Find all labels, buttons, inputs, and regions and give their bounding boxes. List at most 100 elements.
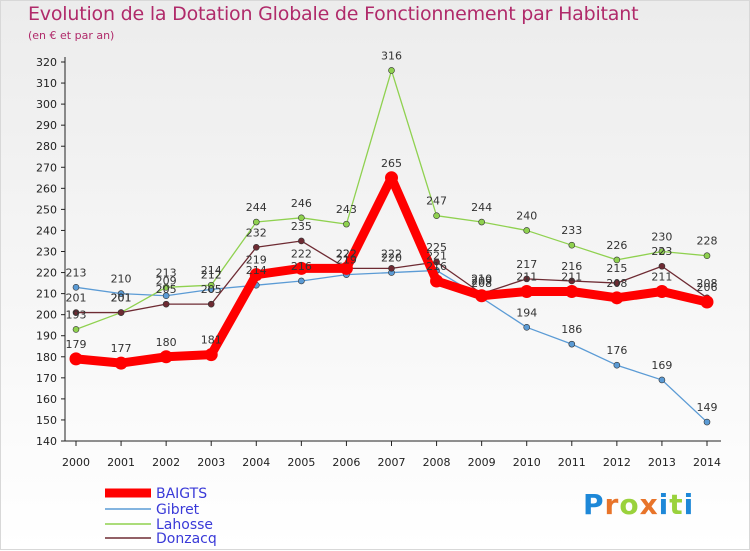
x-tick-label: 2010 <box>513 456 541 469</box>
data-label-gibret: 208 <box>471 277 492 290</box>
data-label-gibret: 213 <box>66 266 87 279</box>
data-point-lahosse <box>478 218 485 226</box>
data-point-lahosse <box>252 218 260 226</box>
y-tick-label: 140 <box>36 435 57 448</box>
data-label-baigts: 222 <box>291 247 312 260</box>
data-label-donzacq: 232 <box>246 226 267 239</box>
y-tick-label: 150 <box>36 414 57 427</box>
data-label-donzacq: 223 <box>651 245 672 258</box>
x-tick-label: 2008 <box>423 456 451 469</box>
data-point-lahosse <box>207 281 215 289</box>
data-point-baigts <box>655 285 669 299</box>
data-point-baigts <box>114 356 128 370</box>
x-tick-label: 2002 <box>152 456 180 469</box>
data-point-baigts <box>475 289 489 303</box>
data-label-lahosse: 230 <box>651 231 672 244</box>
legend-label-baigts: BAIGTS <box>156 486 207 502</box>
data-point-donzacq <box>658 262 666 270</box>
data-label-baigts: 209 <box>471 275 492 288</box>
data-label-lahosse: 226 <box>606 239 627 252</box>
data-label-baigts: 206 <box>697 281 718 294</box>
data-point-donzacq <box>523 275 531 283</box>
data-label-lahosse: 243 <box>336 203 357 216</box>
data-label-gibret: 216 <box>291 260 312 273</box>
data-label-gibret: 149 <box>697 401 718 414</box>
y-tick-label: 240 <box>36 224 57 237</box>
data-point-baigts <box>339 261 353 275</box>
data-label-gibret: 194 <box>516 306 537 319</box>
x-tick-label: 2012 <box>603 456 631 469</box>
legend-label-donzacq: Donzacq <box>156 531 217 547</box>
data-point-lahosse <box>388 67 395 74</box>
data-label-lahosse: 193 <box>66 308 87 321</box>
data-label-gibret: 221 <box>426 249 447 262</box>
data-point-baigts <box>565 285 579 299</box>
data-label-baigts: 211 <box>561 271 582 284</box>
x-tick-label: 2003 <box>197 456 225 469</box>
y-tick-label: 230 <box>36 246 57 259</box>
data-label-lahosse: 316 <box>381 49 402 62</box>
y-tick-label: 280 <box>36 140 57 153</box>
data-point-baigts <box>385 171 398 185</box>
data-point-donzacq <box>72 309 80 316</box>
data-point-lahosse <box>72 326 80 333</box>
x-tick-label: 2009 <box>468 456 496 469</box>
data-label-lahosse: 213 <box>156 266 177 279</box>
x-tick-label: 2006 <box>332 456 360 469</box>
data-point-gibret <box>117 290 125 297</box>
data-point-gibret <box>703 418 711 426</box>
data-point-donzacq <box>613 279 621 287</box>
data-point-baigts <box>520 285 534 299</box>
data-label-baigts: 216 <box>426 260 447 273</box>
data-label-lahosse: 244 <box>471 201 492 214</box>
x-tick-label: 2013 <box>648 456 676 469</box>
y-tick-label: 250 <box>36 203 57 216</box>
y-tick-label: 160 <box>36 393 57 406</box>
data-point-donzacq <box>388 265 395 272</box>
x-tick-label: 2014 <box>693 456 721 469</box>
data-point-gibret <box>613 361 621 369</box>
data-point-donzacq <box>433 258 440 266</box>
data-label-gibret: 209 <box>156 275 177 288</box>
legend-label-lahosse: Lahosse <box>156 517 213 533</box>
data-label-baigts: 181 <box>201 334 222 347</box>
data-label-gibret: 219 <box>336 254 357 267</box>
data-point-lahosse <box>298 214 305 222</box>
y-tick-label: 220 <box>36 267 57 280</box>
data-label-donzacq: 205 <box>156 283 177 296</box>
data-point-lahosse <box>523 227 531 234</box>
data-point-baigts <box>294 261 308 275</box>
data-point-baigts <box>159 350 173 364</box>
data-label-gibret: 220 <box>381 252 402 265</box>
chart-subtitle: (en € et par an) <box>28 29 115 42</box>
data-label-lahosse: 246 <box>291 197 312 210</box>
data-point-gibret <box>298 277 305 285</box>
data-point-donzacq <box>117 309 125 316</box>
data-point-baigts <box>204 348 218 362</box>
y-tick-label: 310 <box>36 77 57 90</box>
data-point-gibret <box>523 323 531 331</box>
data-label-baigts: 265 <box>381 157 402 170</box>
y-tick-label: 200 <box>36 309 57 322</box>
data-point-lahosse <box>433 212 440 220</box>
data-label-donzacq: 222 <box>381 247 402 260</box>
chart-title: Evolution de la Dotation Globale de Fonc… <box>28 3 639 25</box>
y-tick-label: 320 <box>36 56 57 69</box>
data-label-donzacq: 205 <box>201 283 222 296</box>
data-label-lahosse: 244 <box>246 201 267 214</box>
data-label-donzacq: 216 <box>561 260 582 273</box>
data-point-gibret <box>568 340 576 348</box>
data-label-baigts: 219 <box>246 254 267 267</box>
y-tick-label: 190 <box>36 330 57 343</box>
data-label-gibret: 169 <box>651 359 672 372</box>
data-label-lahosse: 201 <box>111 292 132 305</box>
data-point-lahosse <box>658 248 666 255</box>
y-tick-label: 210 <box>36 288 57 301</box>
data-label-donzacq: 215 <box>606 262 627 275</box>
data-label-baigts: 211 <box>516 271 537 284</box>
data-label-donzacq: 217 <box>516 258 537 271</box>
y-tick-label: 300 <box>36 98 57 111</box>
data-point-baigts <box>610 291 624 305</box>
